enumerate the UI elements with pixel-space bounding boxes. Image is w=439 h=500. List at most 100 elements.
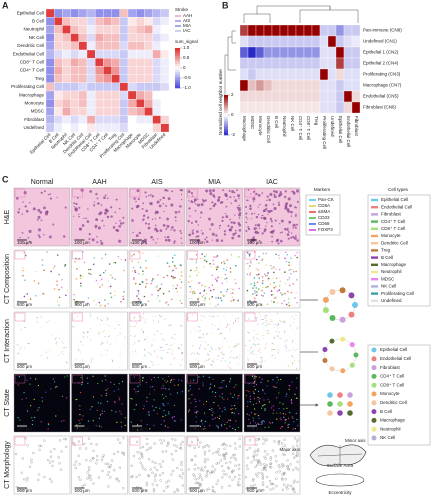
colorbar-step [175, 68, 180, 71]
signal [165, 395, 167, 398]
interaction [206, 333, 208, 336]
cell-dot [189, 257, 192, 260]
signal [38, 407, 40, 409]
cell-outline [179, 447, 183, 450]
signal [78, 382, 80, 384]
heat-cell [45, 33, 55, 42]
signal [56, 385, 58, 388]
signal [226, 421, 228, 423]
signal [191, 394, 193, 396]
interaction [277, 349, 280, 351]
signal [121, 380, 124, 383]
signal [37, 384, 40, 387]
col-label: Endothelial Cell [346, 116, 351, 147]
heat-cell [239, 46, 249, 59]
image-tile [71, 249, 128, 309]
interaction [109, 343, 112, 346]
nucleus [205, 240, 209, 244]
image-tile [186, 373, 243, 433]
nucleus [98, 212, 101, 216]
legend-label: B Cell [380, 409, 392, 414]
signal [47, 428, 49, 430]
nucleus [277, 203, 281, 206]
cell-outline [23, 478, 26, 481]
nucleus [265, 225, 267, 227]
nucleus [190, 221, 193, 224]
cell-dot [286, 290, 289, 293]
nucleus [87, 208, 89, 210]
nucleus [101, 219, 104, 222]
signal [188, 390, 190, 392]
signal [279, 402, 281, 404]
heat-cell [86, 107, 96, 116]
nucleus [170, 229, 172, 231]
cell-dot [269, 283, 272, 285]
signal [86, 377, 88, 379]
image-tile [13, 187, 71, 247]
cell-dot [261, 303, 263, 306]
nucleus [232, 221, 236, 225]
nucleus [158, 204, 162, 208]
cell-outline [158, 463, 161, 466]
cell-dot [234, 264, 237, 267]
signal [142, 377, 144, 379]
heat-cell [54, 58, 63, 67]
nucleus [104, 208, 108, 212]
signal [63, 420, 65, 422]
interaction [220, 351, 223, 354]
cell-dot [189, 285, 191, 288]
signal [171, 378, 173, 380]
nucleus [38, 236, 41, 239]
cell-outline [257, 471, 260, 475]
interaction [205, 359, 207, 362]
signal [171, 417, 173, 419]
interaction [163, 318, 167, 320]
nucleus [136, 189, 140, 193]
heat-cell [160, 25, 170, 34]
signal [165, 381, 167, 384]
cell-outline [259, 463, 263, 466]
interaction [238, 354, 241, 357]
signal [80, 376, 82, 379]
inset [14, 250, 26, 260]
cn-node [329, 314, 336, 321]
nucleus [191, 230, 194, 233]
signal [260, 407, 263, 409]
cell-outline [252, 478, 255, 481]
heat-cell [78, 41, 88, 51]
interaction [256, 323, 260, 326]
signal [272, 379, 274, 381]
cell-dot [288, 264, 290, 267]
nucleus [261, 232, 264, 235]
cell-dot [110, 296, 113, 299]
nucleus [252, 236, 255, 239]
heat-cell [335, 90, 345, 103]
state-node [337, 401, 343, 407]
cell-outline [233, 475, 237, 479]
heat-cell [327, 46, 337, 59]
signal [291, 381, 293, 383]
colorbar-step [175, 84, 180, 87]
cell-dot [41, 264, 44, 266]
signal [252, 391, 255, 393]
nucleus [254, 230, 258, 234]
nucleus [271, 235, 274, 238]
cell-outline [219, 459, 223, 462]
heat-cell [247, 101, 257, 114]
nucleus [114, 211, 117, 214]
cell-outline [292, 452, 295, 455]
scale-label: 500 μm [132, 364, 147, 369]
cell-outline [225, 444, 228, 447]
nucleus [145, 195, 148, 198]
signal [55, 386, 57, 388]
cell-outline [222, 453, 225, 456]
signal [209, 387, 211, 389]
cell-dot [255, 258, 258, 261]
cell-dot [172, 276, 174, 278]
signal [247, 401, 249, 403]
signal [262, 390, 264, 392]
interaction [204, 341, 207, 344]
cn-node [340, 368, 346, 374]
nucleus [222, 189, 225, 192]
heat-cell [160, 107, 170, 116]
